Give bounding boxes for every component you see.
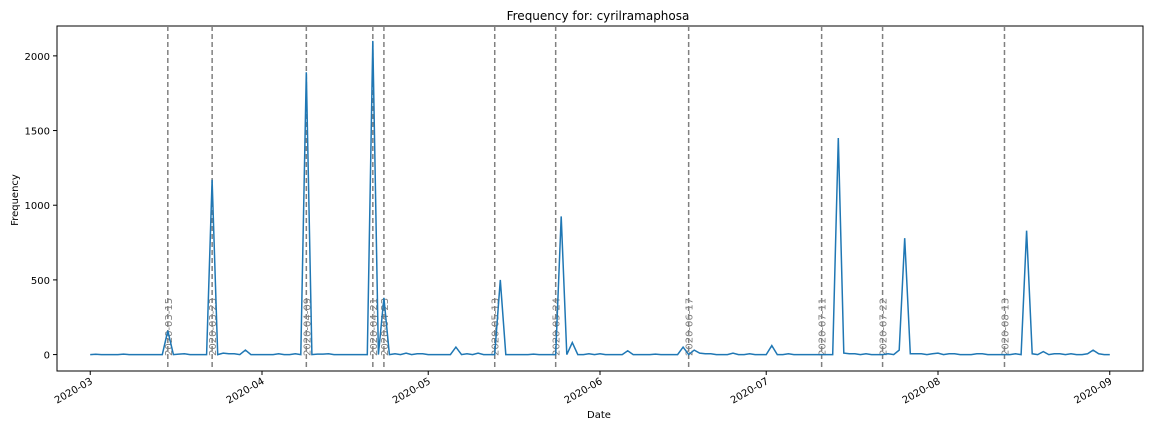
y-tick-label: 1500	[25, 127, 50, 138]
event-label: 2020-07-11	[818, 298, 829, 356]
event-label: 2020-04-23	[380, 298, 391, 356]
x-tick-label: 2020-09	[1073, 376, 1115, 406]
series-line	[90, 40, 1110, 356]
x-tick-label: 2020-06	[563, 376, 605, 406]
chart-title: Frequency for: cyrilramaphosa	[507, 9, 690, 23]
x-axis: 2020-03 2020-04 2020-05 2020-06 2020-07 2020-…	[53, 371, 1114, 406]
x-tick-label: 2020-04	[225, 376, 267, 406]
x-tick-label: 2020-03	[53, 376, 95, 406]
x-tick-label: 2020-07	[729, 376, 771, 406]
event-labels: 2020-03-15 2020-03-23 2020-04-09 2020-04-21…	[164, 298, 1012, 356]
event-label: 2020-03-23	[208, 298, 219, 356]
y-tick-label: 1000	[25, 201, 50, 212]
event-label: 2020-04-21	[369, 298, 380, 356]
x-tick-label: 2020-05	[391, 376, 433, 406]
event-label: 2020-03-15	[164, 298, 175, 356]
plot-frame	[56, 25, 1144, 372]
x-tick-label: 2020-08	[901, 376, 943, 406]
x-axis-label: Date	[587, 410, 611, 421]
y-axis: 0 500 1000 1500 2000	[25, 52, 57, 362]
event-label: 2020-04-09	[302, 298, 313, 356]
event-label: 2020-08-13	[1000, 298, 1011, 356]
event-label: 2020-07-22	[879, 298, 890, 356]
event-label: 2020-06-17	[685, 298, 696, 356]
y-tick-label: 0	[44, 351, 50, 362]
y-tick-label: 2000	[25, 52, 50, 63]
y-tick-label: 500	[31, 276, 50, 287]
y-axis-label: Frequency	[10, 174, 21, 226]
